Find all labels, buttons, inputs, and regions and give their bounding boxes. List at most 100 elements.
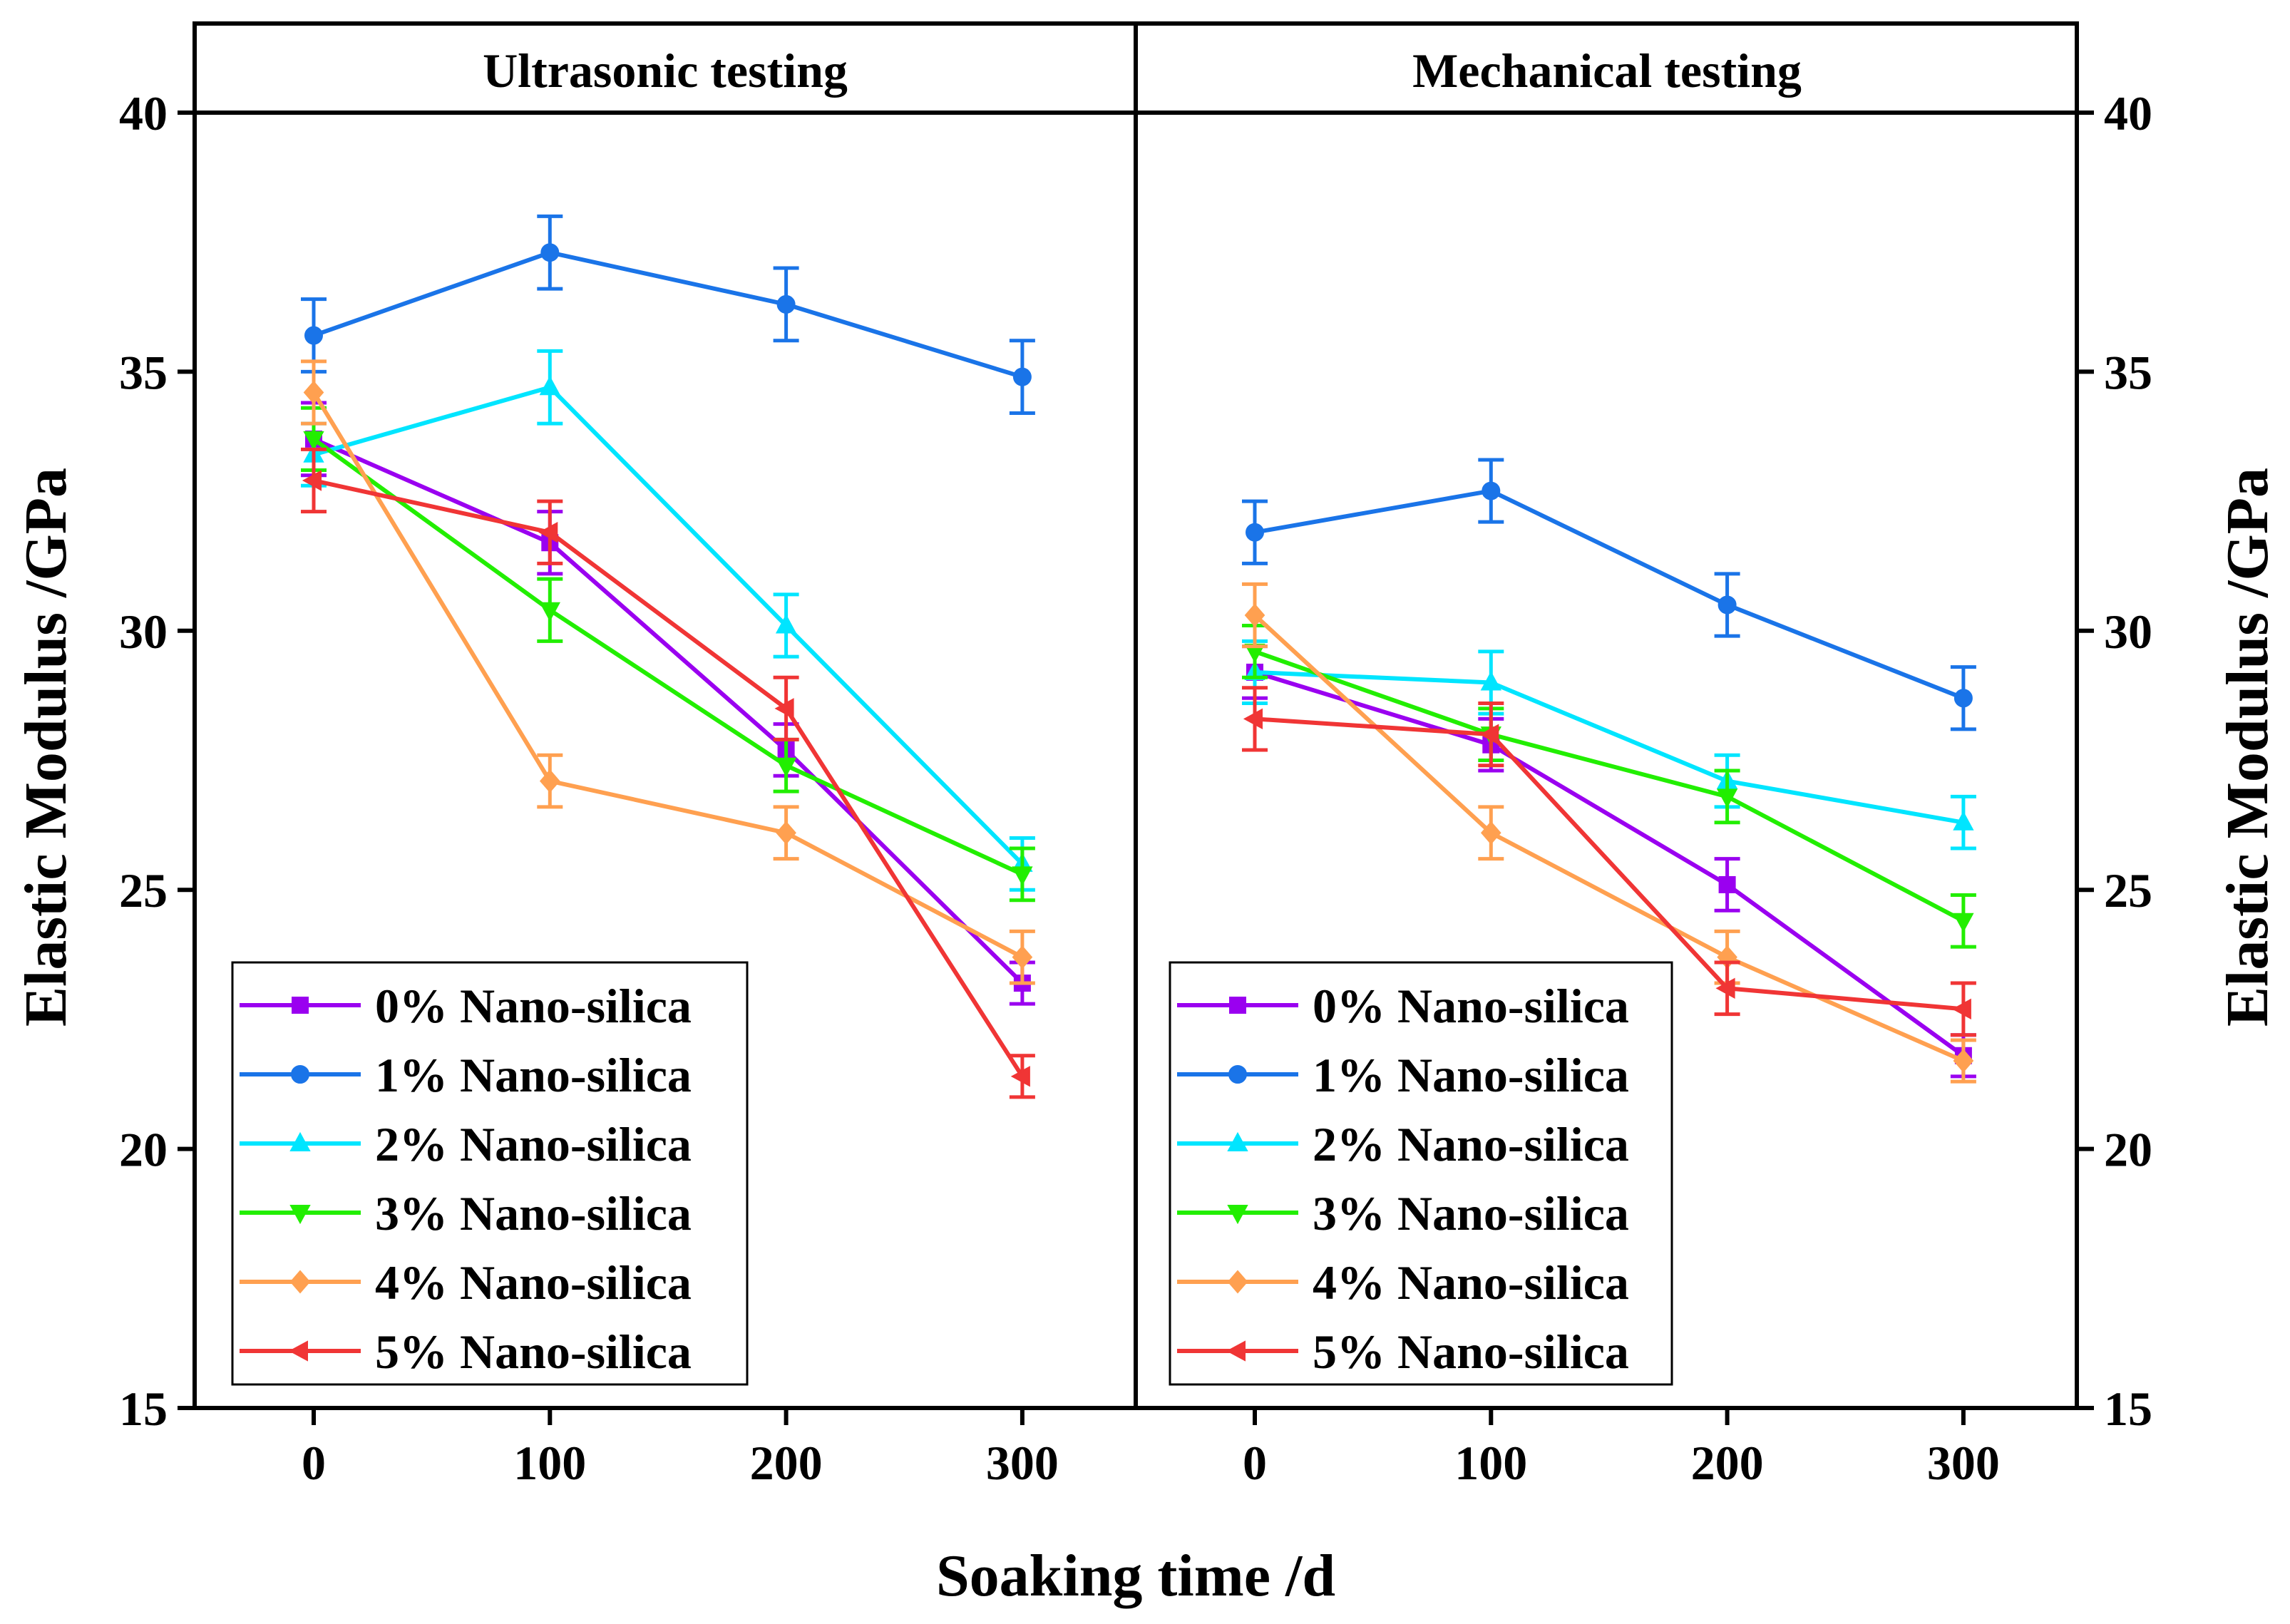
panel-title-mechanical: Mechanical testing xyxy=(1412,43,1802,98)
legend-marker xyxy=(292,997,309,1014)
legend-marker xyxy=(1227,1205,1248,1225)
legend-label: 3% Nano-silica xyxy=(375,1186,692,1240)
data-point-5pct-nano-silica xyxy=(1951,998,1971,1020)
data-point-0pct-nano-silica xyxy=(1718,875,1736,893)
x-tick-label: 0 xyxy=(302,1436,326,1490)
data-point-2pct-nano-silica xyxy=(539,376,560,396)
legend-item: 4% Nano-silica xyxy=(1177,1255,1629,1310)
data-point-1pct-nano-silica xyxy=(1482,481,1501,500)
data-point-4pct-nano-silica xyxy=(1012,945,1033,970)
series-line-0pct-nano-silica xyxy=(312,437,1025,985)
series-line-5pct-nano-silica xyxy=(1254,716,1964,1012)
series-line-3pct-nano-silica xyxy=(312,437,1024,877)
y-tick-label-right: 30 xyxy=(2104,605,2152,659)
data-point-3pct-nano-silica xyxy=(1012,866,1033,886)
legend-item: 5% Nano-silica xyxy=(1177,1325,1629,1379)
y-tick-label-right: 20 xyxy=(2104,1123,2152,1177)
y-tick-label-left: 40 xyxy=(119,86,168,140)
data-point-2pct-nano-silica xyxy=(775,614,797,634)
legend-marker xyxy=(1226,1340,1246,1362)
data-point-4pct-nano-silica xyxy=(303,380,324,404)
data-point-3pct-nano-silica xyxy=(539,602,560,622)
data-point-5pct-nano-silica xyxy=(302,470,322,491)
legend-item: 3% Nano-silica xyxy=(240,1186,692,1240)
y-tick-label-left: 35 xyxy=(119,345,168,399)
legend-marker xyxy=(289,1131,311,1151)
legend-ultrasonic: 0% Nano-silica 1% Nano-silica 2% Nano-sili… xyxy=(231,961,749,1386)
y-tick-label-left: 20 xyxy=(119,1123,168,1177)
legend-item: 5% Nano-silica xyxy=(240,1325,692,1379)
legend-marker xyxy=(289,1205,311,1225)
legend-marker xyxy=(291,1065,309,1084)
data-point-5pct-nano-silica xyxy=(1715,977,1735,999)
data-point-5pct-nano-silica xyxy=(1010,1066,1030,1087)
y-axis-title-right: Elastic Modulus /GPa xyxy=(2214,468,2281,1027)
legend-label: 0% Nano-silica xyxy=(1313,979,1629,1033)
legend-label: 3% Nano-silica xyxy=(1313,1186,1629,1240)
data-point-5pct-nano-silica xyxy=(774,698,794,719)
data-point-3pct-nano-silica xyxy=(1716,788,1738,808)
legend-item: 2% Nano-silica xyxy=(1177,1117,1629,1171)
panel-mechanical-series xyxy=(1242,458,1976,1084)
data-point-3pct-nano-silica xyxy=(775,757,797,777)
legend-item: 0% Nano-silica xyxy=(1177,979,1629,1033)
panel-title-ultrasonic: Ultrasonic testing xyxy=(483,43,848,98)
y-axis-title-left: Elastic Modulus /GPa xyxy=(13,468,79,1027)
data-point-1pct-nano-silica xyxy=(540,243,560,262)
legend-marker xyxy=(1229,997,1246,1014)
legend-item: 4% Nano-silica xyxy=(240,1255,692,1310)
series-line-1pct-nano-silica xyxy=(1254,488,1965,701)
data-point-4pct-nano-silica xyxy=(1953,1049,1974,1073)
data-point-5pct-nano-silica xyxy=(1479,724,1499,745)
data-point-1pct-nano-silica xyxy=(304,326,323,345)
data-point-3pct-nano-silica xyxy=(1953,913,1974,932)
data-point-4pct-nano-silica xyxy=(1244,603,1265,627)
data-point-1pct-nano-silica xyxy=(1953,689,1973,708)
legend-label: 1% Nano-silica xyxy=(1313,1048,1629,1102)
series-layer xyxy=(301,214,1976,1099)
series-line-1pct-nano-silica xyxy=(313,250,1023,379)
y-tick-label-right: 25 xyxy=(2104,863,2152,918)
legend-label: 5% Nano-silica xyxy=(1313,1325,1629,1379)
legend-label: 5% Nano-silica xyxy=(375,1325,692,1379)
series-line-4pct-nano-silica xyxy=(1253,613,1965,1063)
data-point-3pct-nano-silica xyxy=(303,431,324,451)
data-point-1pct-nano-silica xyxy=(1718,595,1737,615)
x-tick-label: 300 xyxy=(986,1436,1059,1490)
data-point-5pct-nano-silica xyxy=(1243,708,1263,730)
series-line-2pct-nano-silica xyxy=(313,385,1025,865)
data-point-1pct-nano-silica xyxy=(1246,523,1264,542)
series-line-2pct-nano-silica xyxy=(1254,669,1964,825)
series-line-3pct-nano-silica xyxy=(1254,649,1965,923)
x-tick-label: 100 xyxy=(513,1436,586,1490)
plot-frame xyxy=(192,21,2079,1410)
legend-label: 4% Nano-silica xyxy=(1313,1255,1629,1310)
series-line-5pct-nano-silica xyxy=(313,478,1025,1078)
y-tick-label-left: 15 xyxy=(119,1382,168,1436)
axis-ticks: 15 15 20 20 25 25 30 30 35 35 40 40 0 100 200 300 0 100 20… xyxy=(119,86,2152,1490)
legend-item: 2% Nano-silica xyxy=(240,1117,692,1171)
legend-item: 1% Nano-silica xyxy=(1177,1048,1629,1102)
legend-label: 4% Nano-silica xyxy=(375,1255,692,1310)
data-point-2pct-nano-silica xyxy=(1480,671,1501,691)
legend-item: 0% Nano-silica xyxy=(240,979,692,1033)
legend-marker xyxy=(1227,1131,1248,1151)
data-point-4pct-nano-silica xyxy=(1480,821,1501,845)
series-line-0pct-nano-silica xyxy=(1254,670,1965,1058)
y-tick-label-right: 40 xyxy=(2104,86,2152,140)
legend-box xyxy=(1169,961,1673,1386)
legend-layer: 0% Nano-silica 1% Nano-silica 2% Nano-sili… xyxy=(231,961,1673,1386)
legend-label: 1% Nano-silica xyxy=(375,1048,692,1102)
x-tick-label: 200 xyxy=(750,1436,823,1490)
x-tick-label: 100 xyxy=(1454,1436,1527,1490)
legend-marker xyxy=(1228,1065,1247,1084)
legend-marker xyxy=(288,1340,308,1362)
legend-label: 2% Nano-silica xyxy=(1313,1117,1629,1171)
x-tick-label: 200 xyxy=(1691,1436,1764,1490)
data-point-4pct-nano-silica xyxy=(539,769,560,793)
x-tick-label: 0 xyxy=(1243,1436,1267,1490)
data-point-1pct-nano-silica xyxy=(776,294,796,314)
legend-item: 1% Nano-silica xyxy=(240,1048,692,1102)
legend-marker xyxy=(1227,1270,1248,1294)
legend-label: 2% Nano-silica xyxy=(375,1117,692,1171)
